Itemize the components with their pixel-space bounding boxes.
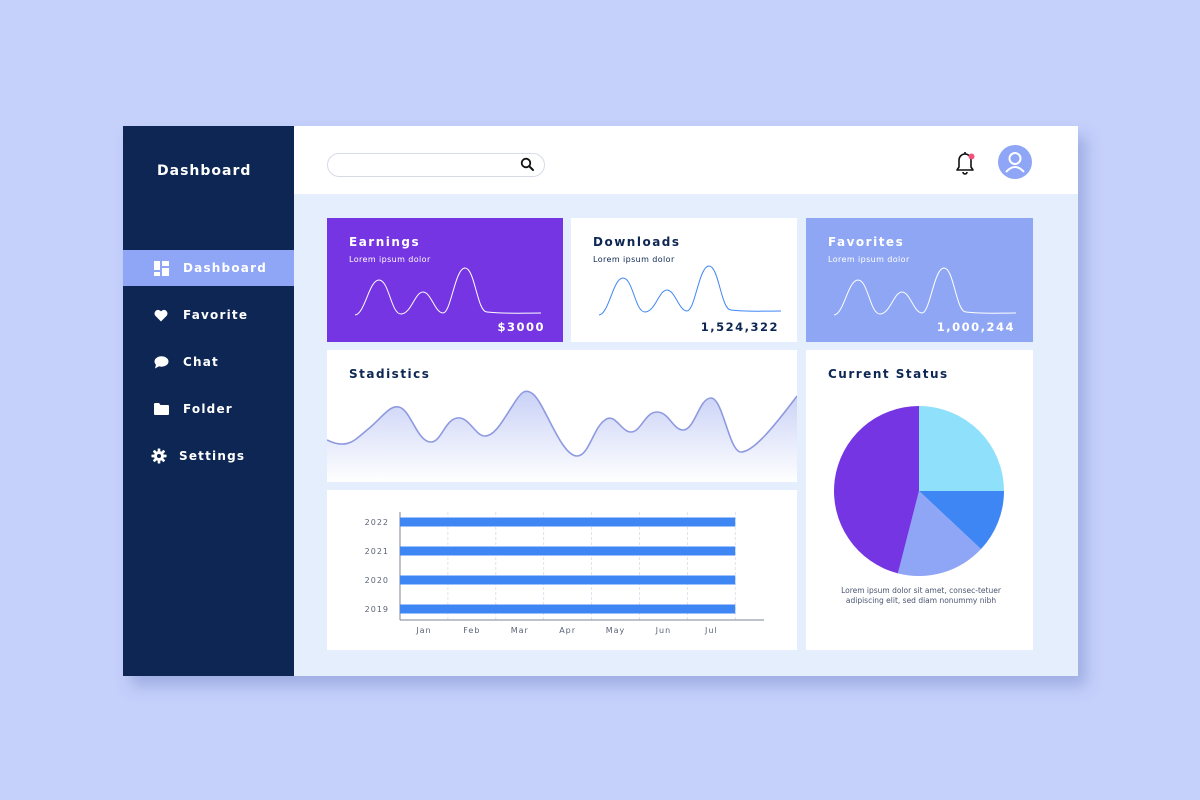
x-tick-label: Mar xyxy=(511,626,529,635)
gear-icon xyxy=(151,448,167,464)
sidebar: Dashboard Dashboard Favorite Chat Folder xyxy=(123,126,294,676)
heart-icon xyxy=(153,307,169,323)
x-tick-label: Feb xyxy=(463,626,480,635)
card-title: Stadistics xyxy=(349,367,431,381)
card-title: Favorites xyxy=(828,235,905,249)
x-tick-label: Jan xyxy=(415,626,431,635)
y-tick-label: 2021 xyxy=(365,547,389,556)
user-avatar-icon xyxy=(1005,152,1025,173)
x-tick-label: May xyxy=(606,626,626,635)
notification-bell-icon[interactable] xyxy=(954,150,976,180)
dashboard-window: Dashboard Dashboard Favorite Chat Folder xyxy=(123,126,1078,676)
search-input[interactable] xyxy=(338,154,522,177)
x-tick-label: Apr xyxy=(559,626,576,635)
card-value: 1,524,322 xyxy=(700,320,779,334)
sidebar-item-folder[interactable]: Folder xyxy=(123,391,294,427)
pie-slice xyxy=(833,406,919,574)
sidebar-item-dashboard[interactable]: Dashboard xyxy=(123,250,294,286)
bar xyxy=(400,546,736,556)
sidebar-item-label: Dashboard xyxy=(183,261,267,275)
horizontal-bar-chart: 2022 2021 2020 2019 Jan Feb Mar Apr May Jun Jul xyxy=(365,512,764,635)
statistics-card[interactable]: Stadistics xyxy=(327,350,797,482)
sidebar-item-label: Settings xyxy=(179,449,246,463)
pie-slice xyxy=(919,406,1004,491)
card-subtitle: Lorem ipsum dolor xyxy=(593,255,675,264)
sidebar-item-label: Chat xyxy=(183,355,219,369)
grid-icon xyxy=(153,260,169,276)
current-status-card[interactable]: Current Status Lorem ipsum dolor sit ame… xyxy=(806,350,1033,650)
pie-slice xyxy=(897,491,981,576)
favorites-card[interactable]: Favorites Lorem ipsum dolor 1,000,244 xyxy=(806,218,1033,342)
downloads-sparkline xyxy=(598,265,782,316)
pie-slice xyxy=(919,491,1004,550)
bar-chart-card[interactable]: 2022 2021 2020 2019 Jan Feb Mar Apr May Jun Jul xyxy=(327,490,797,650)
bar xyxy=(400,575,736,585)
y-tick-label: 2019 xyxy=(365,605,389,614)
sidebar-item-label: Folder xyxy=(183,402,233,416)
card-value: 1,000,244 xyxy=(936,320,1015,334)
chat-bubble-icon xyxy=(153,354,169,370)
statistics-area-chart xyxy=(327,390,797,482)
y-tick-label: 2022 xyxy=(365,518,389,527)
x-tick-label: Jun xyxy=(655,626,672,635)
sidebar-title: Dashboard xyxy=(157,163,252,179)
y-tick-label: 2020 xyxy=(365,576,389,585)
pie-chart xyxy=(833,406,1004,576)
card-subtitle: Lorem ipsum dolor xyxy=(349,255,431,264)
avatar[interactable] xyxy=(998,145,1032,179)
downloads-card[interactable]: Downloads Lorem ipsum dolor 1,524,322 xyxy=(571,218,797,342)
x-tick-label: Jul xyxy=(704,626,718,635)
card-title: Downloads xyxy=(593,235,681,249)
search-box xyxy=(327,153,545,177)
bar xyxy=(400,517,736,527)
top-bar xyxy=(294,126,1078,194)
sidebar-item-chat[interactable]: Chat xyxy=(123,344,294,380)
sidebar-item-settings[interactable]: Settings xyxy=(123,438,294,474)
status-description: Lorem ipsum dolor sit amet, consec-tetue… xyxy=(841,586,1001,605)
search-icon[interactable] xyxy=(520,157,535,176)
bar xyxy=(400,604,736,614)
card-subtitle: Lorem ipsum dolor xyxy=(828,255,910,264)
sidebar-item-favorite[interactable]: Favorite xyxy=(123,297,294,333)
earnings-card[interactable]: Earnings Lorem ipsum dolor $3000 xyxy=(327,218,563,342)
sidebar-item-label: Favorite xyxy=(183,308,249,322)
card-value: $3000 xyxy=(497,320,545,334)
card-title: Earnings xyxy=(349,235,421,249)
notification-dot xyxy=(968,153,975,160)
earnings-sparkline xyxy=(354,267,542,316)
card-title: Current Status xyxy=(828,367,949,381)
folder-icon xyxy=(153,401,169,417)
favorites-sparkline xyxy=(833,267,1017,316)
